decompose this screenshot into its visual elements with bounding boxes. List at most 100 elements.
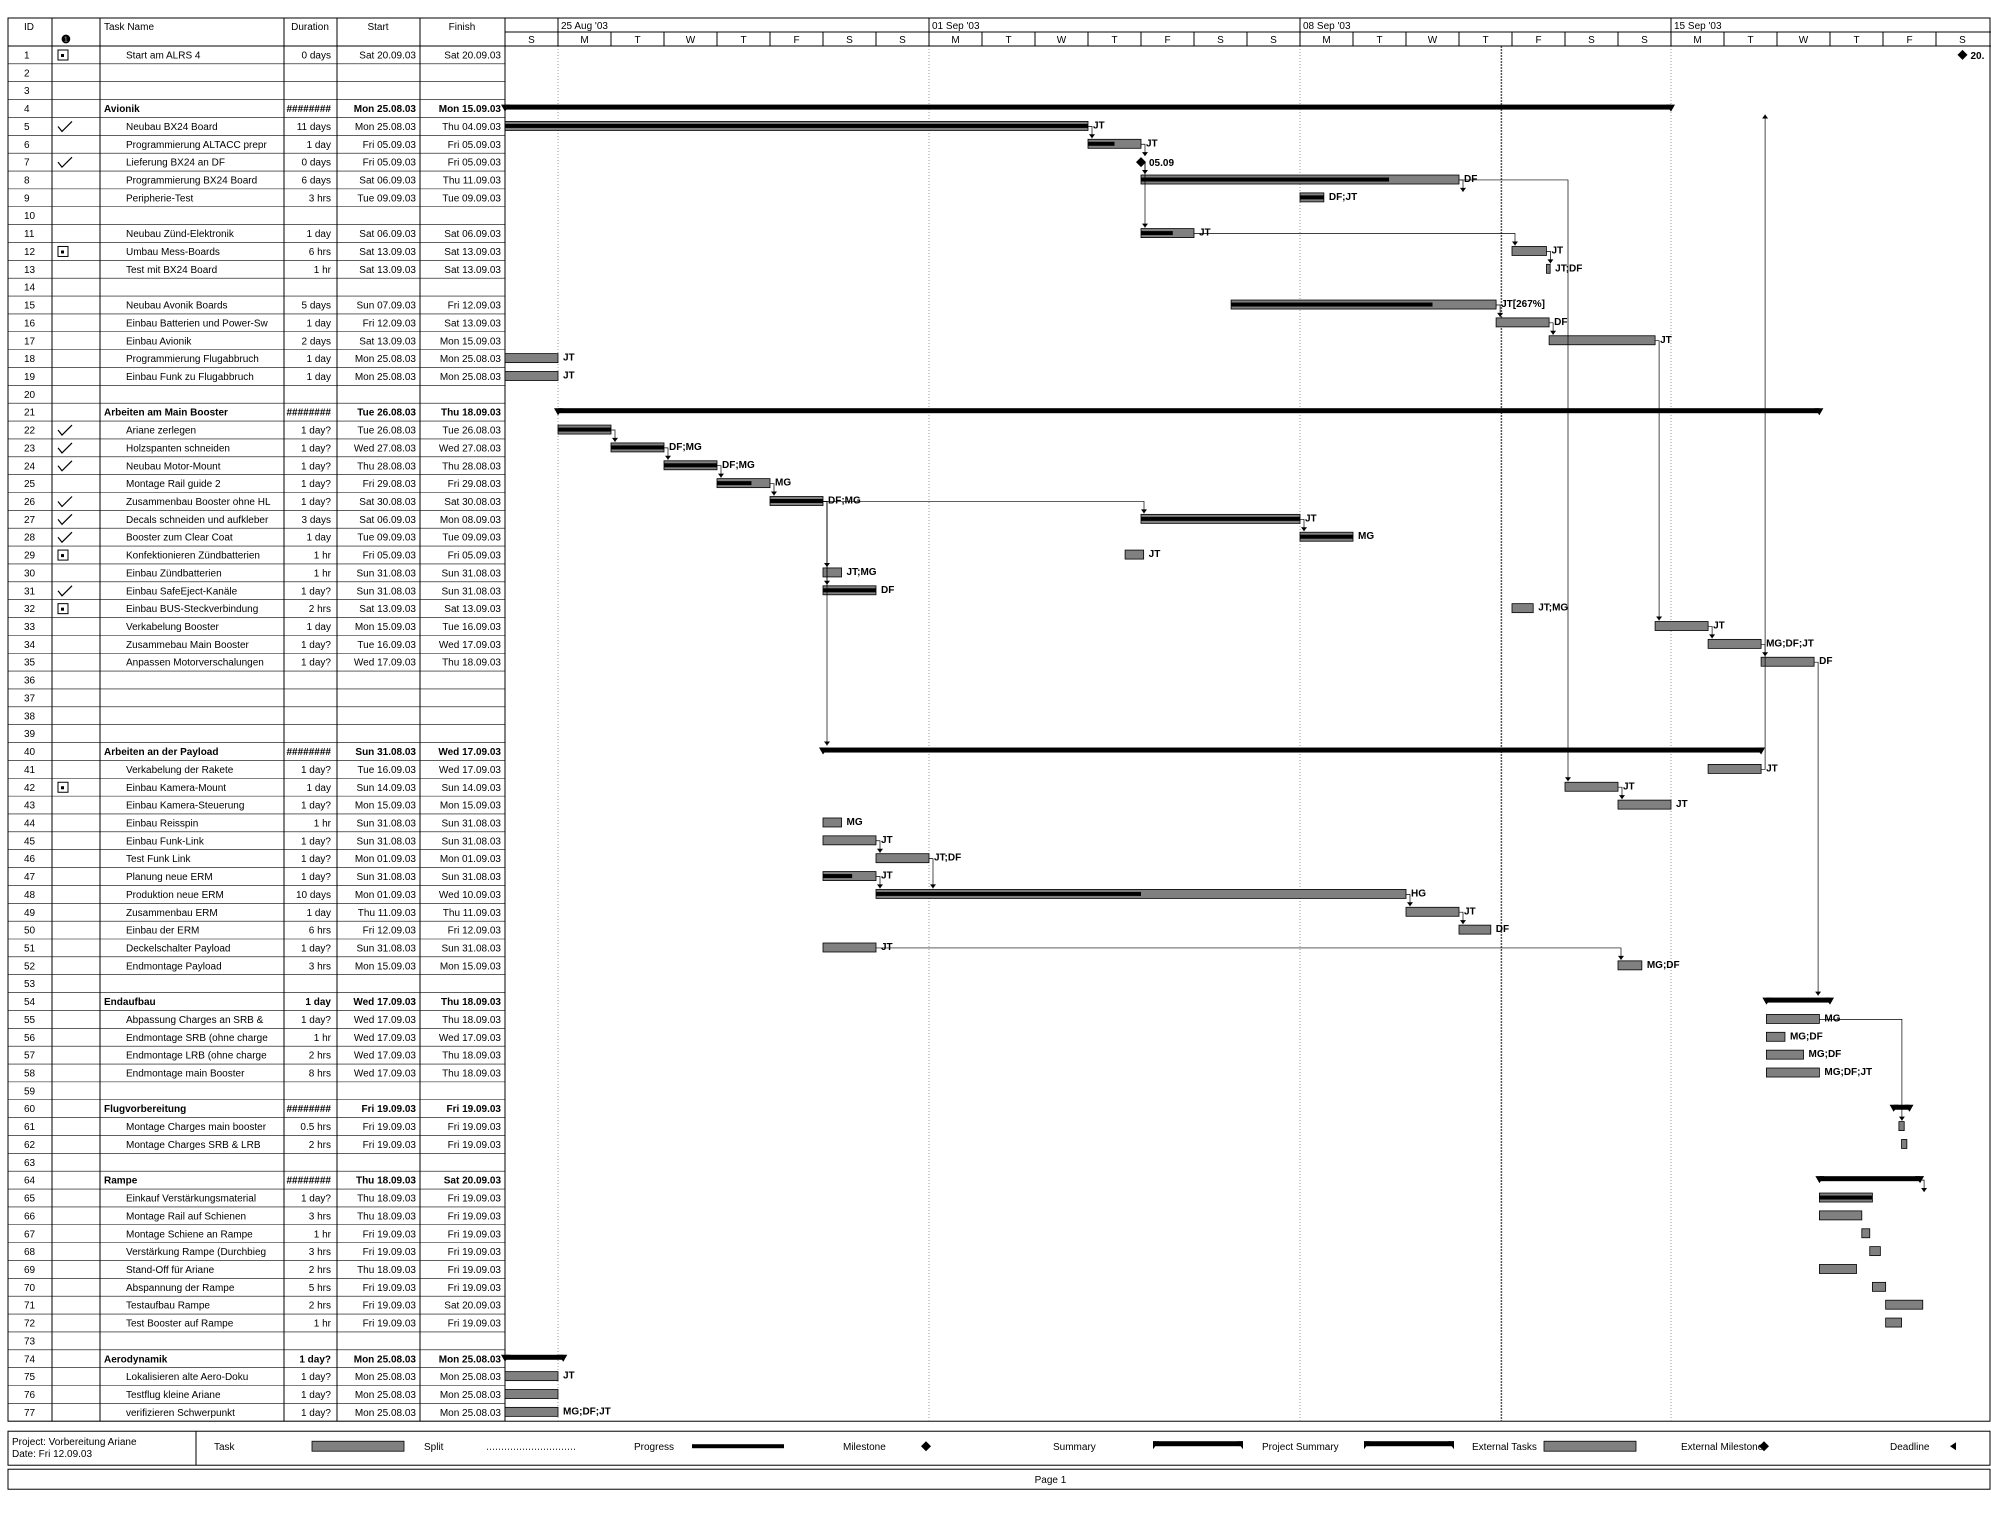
task-id: 17 [24,336,36,347]
summary-bar-end-cap [1666,104,1675,112]
task-start: Thu 11.09.03 [358,908,417,919]
task-name: Einbau Zündbatterien [126,568,222,579]
task-duration: 1 day? [301,765,331,776]
task-duration: 1 day [307,908,331,919]
day-label: T [1111,35,1117,46]
task-start: Sun 31.08.03 [355,747,416,758]
task-name: Zusammebau Main Booster [126,640,250,651]
task-bar [875,853,930,864]
task-start: Fri 19.09.03 [363,1283,417,1294]
task-id: 14 [24,283,36,294]
task-id: 76 [24,1390,36,1401]
task-id: 72 [24,1319,36,1330]
task-finish: Mon 15.09.03 [440,961,502,972]
day-label: F [1535,35,1541,46]
summary-bar-end-cap [1756,747,1766,755]
task-id: 29 [24,551,36,562]
task-duration: ######## [287,1104,332,1115]
task-start: Wed 17.09.03 [354,658,417,669]
milestone-diamond [1957,49,1968,60]
day-label: M [1693,35,1701,46]
task-start: Sun 07.09.03 [357,301,417,312]
dependency-link [929,858,934,889]
task-duration: 1 day? [301,872,331,883]
task-name: Programmierung Flugabbruch [126,354,259,365]
resource-label: DF;MG [722,460,755,471]
task-finish: Sun 31.08.03 [442,818,502,829]
resource-label: JT [1676,799,1688,810]
task-duration: 6 hrs [309,926,331,937]
dependency-arrow [1460,920,1466,925]
task-finish: Fri 05.09.03 [448,140,502,151]
task-finish: Mon 25.08.03 [440,1408,502,1419]
task-start: Wed 17.09.03 [353,997,416,1008]
summary-bar [1766,997,1830,1003]
dependency-link [1761,114,1766,770]
task-start: Mon 15.09.03 [355,961,417,972]
day-label: T [1005,35,1011,46]
summary-bar-start-cap [501,1354,510,1362]
task-start: Mon 25.08.03 [355,122,417,133]
task-bar [1885,1299,1924,1310]
task-finish: Thu 18.09.03 [442,1015,501,1026]
task-name: Einbau Reisspin [126,818,198,829]
task-bar [1819,1264,1857,1274]
note-icon-dot [61,54,64,57]
task-id: 18 [24,354,36,365]
dependency-arrow [1142,223,1148,228]
resource-label: MG [1824,1013,1840,1024]
task-id: 15 [24,301,36,312]
dependency-arrow [1089,134,1095,139]
task-name: Montage Schiene an Rampe [126,1229,253,1240]
task-id: 53 [24,979,36,990]
info-column-icon: ❶ [61,34,71,46]
task-start: Mon 01.09.03 [355,854,417,865]
task-bar [822,567,842,578]
task-bar [1898,1121,1905,1131]
task-finish: Wed 10.09.03 [439,890,502,901]
task-name: Stand-Off für Ariane [126,1265,215,1276]
task-name: Verkabelung Booster [126,622,220,633]
task-name: Einbau Funk-Link [126,836,205,847]
page-number: Page 1 [1035,1475,1067,1486]
dependency-arrow [930,884,936,889]
legend-label: External Milestone [1681,1442,1764,1453]
check-icon [57,513,73,526]
task-bar [1495,317,1550,328]
task-id: 67 [24,1229,36,1240]
task-duration: 0 days [302,51,331,62]
day-label: T [740,35,746,46]
dependency-arrow [1141,509,1147,514]
task-id: 60 [24,1104,36,1115]
task-finish: Mon 25.08.03 [439,1354,502,1365]
task-bar [1766,1067,1820,1078]
task-bar [504,1406,559,1417]
task-start: Fri 12.09.03 [363,318,417,329]
task-bar [504,1371,559,1382]
task-duration: ######## [287,104,332,115]
task-finish: Thu 11.09.03 [443,176,502,187]
dependency-arrow [1762,114,1769,119]
task-start: Thu 18.09.03 [357,1265,416,1276]
task-id: 70 [24,1283,36,1294]
task-name: Programmierung ALTACC prepr [126,140,267,151]
resource-label: DF [1464,174,1477,185]
task-name: Start am ALRS 4 [126,51,201,62]
task-id: 5 [24,122,30,133]
progress-bar [823,588,876,593]
summary-bar-start-cap [501,104,510,112]
task-start: Sat 30.08.03 [359,497,416,508]
resource-label: JT [1093,120,1105,131]
task-name: Programmierung BX24 Board [126,176,257,187]
day-label: T [634,35,640,46]
legend-label: Progress [634,1442,674,1453]
task-duration: 1 day? [301,479,331,490]
task-start: Sat 13.09.03 [359,336,416,347]
task-finish: Sat 06.09.03 [444,229,501,240]
task-duration: 3 hrs [309,1211,331,1222]
task-name: Planung neue ERM [126,872,213,883]
task-finish: Mon 25.08.03 [440,354,502,365]
task-finish: Fri 12.09.03 [448,301,502,312]
